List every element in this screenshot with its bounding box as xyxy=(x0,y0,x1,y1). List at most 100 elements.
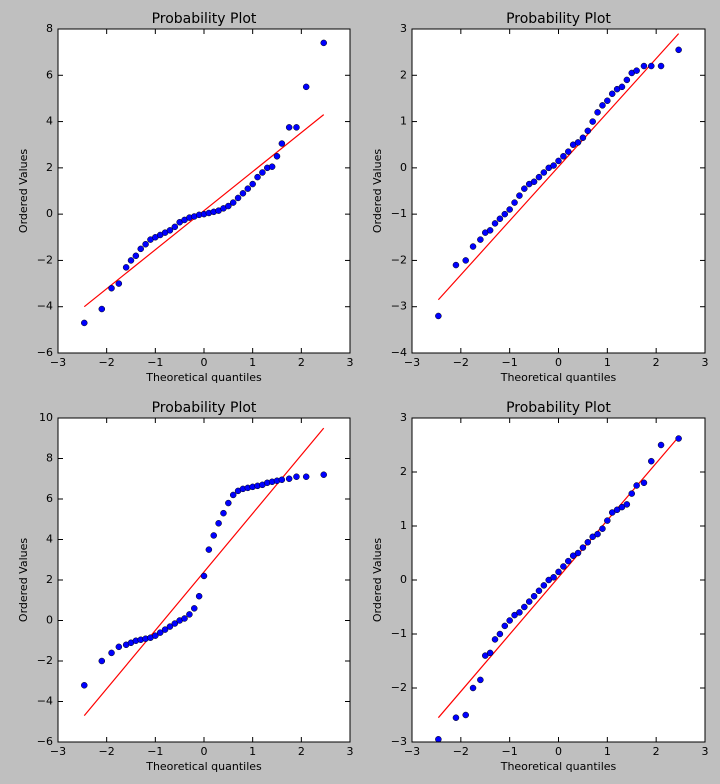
chart-title: Probability Plot xyxy=(506,11,611,27)
x-tick-label: 2 xyxy=(298,745,305,758)
data-point xyxy=(195,592,203,600)
data-point xyxy=(491,636,499,643)
y-axis-label: Ordered Values xyxy=(17,149,30,233)
data-point xyxy=(584,538,592,546)
data-point xyxy=(477,676,484,684)
data-point xyxy=(462,257,469,264)
x-tick-label: −3 xyxy=(50,356,66,369)
data-point xyxy=(530,178,538,185)
x-tick-label: −2 xyxy=(99,356,115,369)
data-point xyxy=(108,284,115,292)
y-tick-label: 4 xyxy=(46,533,53,546)
data-point xyxy=(599,525,606,532)
y-tick-label: 4 xyxy=(46,115,53,128)
data-point xyxy=(152,632,159,639)
data-point xyxy=(205,546,213,553)
data-point xyxy=(511,199,518,206)
y-tick-label: −6 xyxy=(37,735,53,748)
data-point xyxy=(127,257,135,264)
fit-line xyxy=(437,33,680,301)
chart-title: Probability Plot xyxy=(152,11,257,27)
data-point xyxy=(584,127,592,135)
data-point xyxy=(594,530,601,538)
data-point xyxy=(555,157,562,165)
data-point xyxy=(244,185,252,192)
data-point xyxy=(273,153,281,160)
data-point xyxy=(675,435,682,442)
x-axis-label: Theoretical quantiles xyxy=(145,760,262,773)
data-point xyxy=(302,473,310,480)
data-point xyxy=(569,552,577,559)
x-axis-label: Theoretical quantiles xyxy=(145,371,262,384)
axes-frame xyxy=(411,417,706,743)
data-point xyxy=(496,630,504,638)
data-point xyxy=(137,245,144,253)
y-tick-label: −2 xyxy=(37,253,53,266)
data-point xyxy=(501,622,509,630)
x-tick-label: 2 xyxy=(653,745,660,758)
data-point xyxy=(565,148,572,155)
data-point xyxy=(623,76,631,84)
data-point xyxy=(599,102,606,109)
data-point xyxy=(239,190,247,197)
y-tick-label: 0 xyxy=(400,573,407,586)
data-point xyxy=(285,475,293,482)
data-point xyxy=(604,517,611,524)
data-point xyxy=(81,319,88,327)
data-point xyxy=(142,240,149,248)
y-tick-label: −4 xyxy=(391,346,407,359)
x-tick-label: 1 xyxy=(249,745,256,758)
data-point xyxy=(648,457,655,465)
y-tick-label: 3 xyxy=(400,411,407,424)
axes-background xyxy=(58,418,350,742)
data-point xyxy=(259,169,266,176)
data-point xyxy=(320,471,327,478)
data-point xyxy=(604,97,611,104)
y-axis-label: Ordered Values xyxy=(371,149,384,233)
data-point xyxy=(268,163,276,170)
data-point xyxy=(115,643,123,651)
y-tick-label: 2 xyxy=(400,68,407,81)
y-tick-label: 2 xyxy=(400,465,407,478)
data-point xyxy=(640,479,648,487)
data-point xyxy=(452,261,460,269)
data-point xyxy=(293,124,300,131)
axes-frame xyxy=(411,28,706,354)
data-point xyxy=(285,124,293,131)
data-point xyxy=(633,482,640,489)
data-point xyxy=(215,520,222,527)
x-tick-label: −2 xyxy=(453,745,469,758)
data-point xyxy=(161,626,169,633)
x-tick-label: 2 xyxy=(298,356,305,369)
data-point xyxy=(574,549,582,557)
data-point xyxy=(225,499,232,507)
data-point xyxy=(675,46,682,54)
data-point xyxy=(633,67,640,74)
data-point xyxy=(435,312,442,320)
chart-title: Probability Plot xyxy=(152,400,257,416)
y-tick-label: 0 xyxy=(46,614,53,627)
y-tick-label: 0 xyxy=(400,161,407,174)
data-point xyxy=(249,180,256,188)
data-point xyxy=(574,139,582,146)
data-point xyxy=(608,90,616,98)
axes-background xyxy=(58,29,350,353)
data-point xyxy=(540,169,548,176)
data-point xyxy=(565,557,572,565)
fit-line xyxy=(83,427,325,717)
data-point xyxy=(545,576,552,584)
data-point xyxy=(220,509,227,517)
y-tick-label: −3 xyxy=(391,735,407,748)
data-point xyxy=(506,206,513,213)
x-tick-label: −3 xyxy=(50,745,66,758)
data-point xyxy=(278,140,286,147)
data-point xyxy=(98,305,106,313)
y-tick-label: 6 xyxy=(46,492,53,505)
y-tick-label: −3 xyxy=(391,300,407,313)
y-tick-label: −6 xyxy=(37,346,53,359)
data-point xyxy=(108,649,115,657)
y-tick-label: −2 xyxy=(37,654,53,667)
y-tick-label: 0 xyxy=(46,207,53,220)
x-tick-label: 3 xyxy=(347,356,354,369)
